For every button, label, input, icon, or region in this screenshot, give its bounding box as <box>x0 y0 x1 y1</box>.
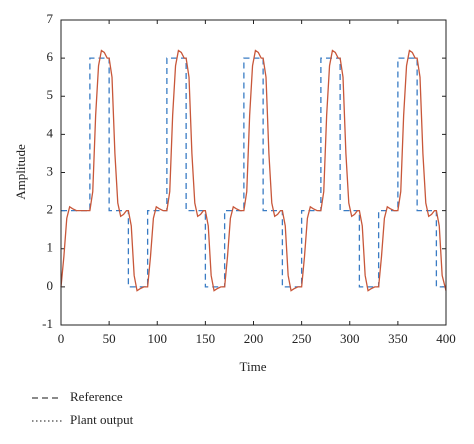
x-tick-label: 150 <box>196 331 216 346</box>
y-tick-label: 7 <box>47 11 54 26</box>
y-tick-label: 4 <box>47 125 54 140</box>
series-line <box>60 49 447 292</box>
y-tick-label: 6 <box>47 49 54 64</box>
x-tick-label: 50 <box>103 331 116 346</box>
x-tick-label: 100 <box>148 331 168 346</box>
y-tick-label: 0 <box>47 278 54 293</box>
series-line <box>61 57 446 288</box>
y-tick-label: 1 <box>47 240 54 255</box>
x-axis-label: Time <box>240 359 267 374</box>
legend-label: Plant output <box>70 412 134 427</box>
y-tick-label: 2 <box>47 202 54 217</box>
y-axis-label: Amplitude <box>13 144 28 200</box>
y-tick-label: 3 <box>47 163 54 178</box>
x-tick-label: 350 <box>388 331 408 346</box>
x-tick-label: 250 <box>292 331 312 346</box>
x-tick-label: 0 <box>58 331 65 346</box>
y-tick-label: 5 <box>47 87 54 102</box>
x-tick-label: 300 <box>340 331 360 346</box>
legend-label: Reference <box>70 389 123 404</box>
x-tick-label: 200 <box>244 331 264 346</box>
y-tick-label: -1 <box>42 316 53 331</box>
plot-frame <box>60 19 447 326</box>
x-tick-label: 400 <box>436 331 456 346</box>
